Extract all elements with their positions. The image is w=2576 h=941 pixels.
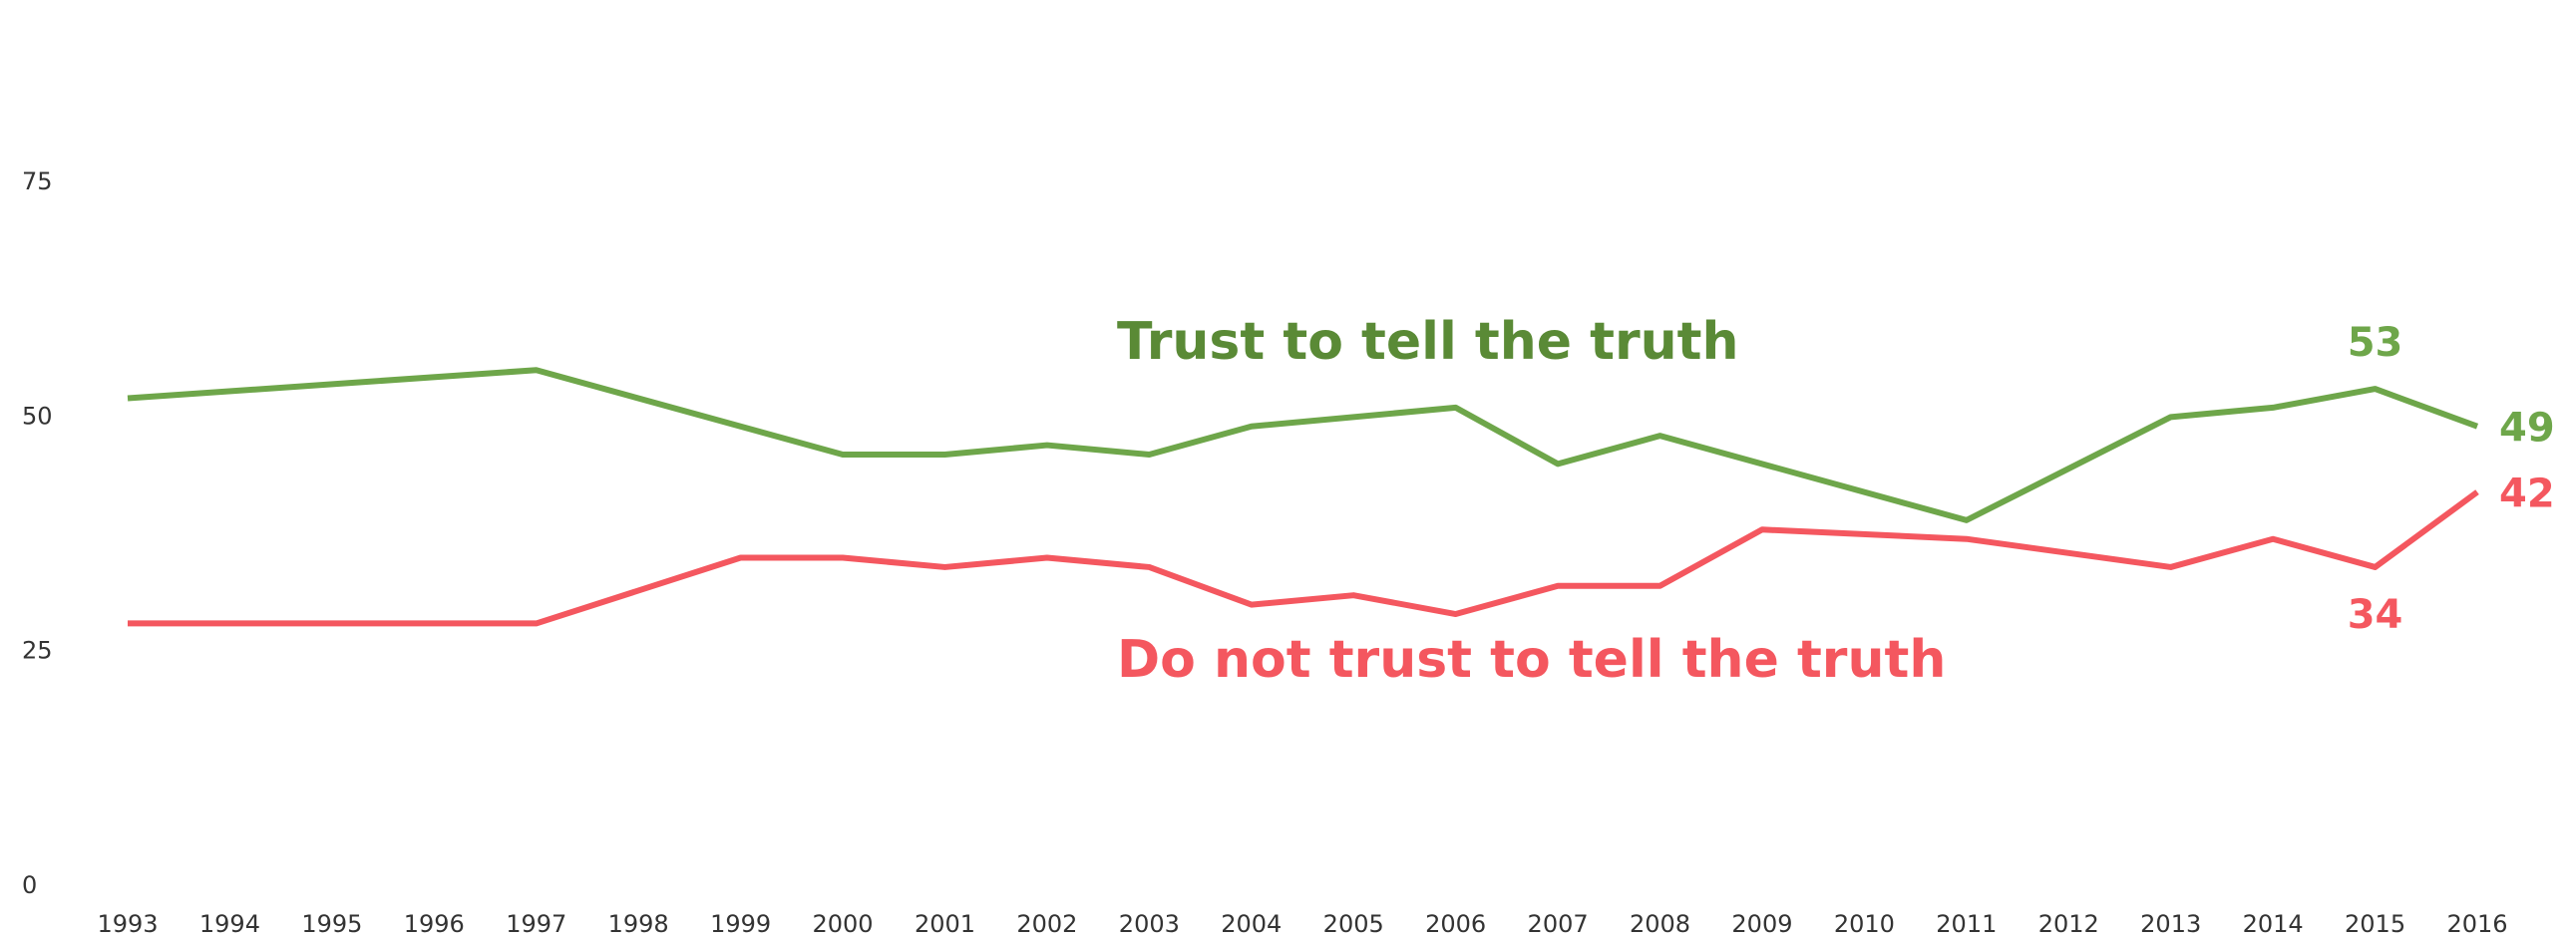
x-tick-label: 1995: [301, 910, 362, 938]
line: [127, 367, 2479, 523]
x-tick-label: 2004: [1221, 910, 1282, 938]
line: [128, 489, 2479, 627]
x-tick-label: 2005: [1323, 910, 1384, 938]
x-tick-label: 2013: [2140, 910, 2201, 938]
x-tick-label: 1994: [199, 910, 260, 938]
x-tick-label: 1996: [404, 910, 465, 938]
x-tick-label: 2006: [1425, 910, 1486, 938]
x-tick-label: 2003: [1119, 910, 1180, 938]
x-tick-label: 2000: [813, 910, 874, 938]
data-label: 53: [2348, 320, 2403, 366]
data-label: 34: [2348, 592, 2403, 638]
data-label: 49: [2499, 406, 2555, 452]
series-annotation: Do not trust to tell the truth: [1117, 630, 1946, 690]
x-tick-label: 1997: [506, 910, 566, 938]
y-tick-label: 0: [22, 871, 37, 899]
y-tick-label: 50: [22, 402, 53, 430]
y-tick-label: 75: [22, 167, 53, 195]
y-tick-label: 25: [22, 637, 53, 665]
x-tick-label: 1993: [97, 910, 158, 938]
x-tick-label: 2010: [1834, 910, 1895, 938]
x-tick-label: 2009: [1731, 910, 1792, 938]
x-tick-label: 1999: [710, 910, 771, 938]
series-annotation: Trust to tell the truth: [1117, 312, 1739, 372]
x-tick-label: 2008: [1630, 910, 1690, 938]
x-tick-label: 2001: [915, 910, 975, 938]
x-tick-label: 2014: [2243, 910, 2304, 938]
x-tick-label: 2012: [2038, 910, 2099, 938]
x-tick-label: 2016: [2446, 910, 2507, 938]
x-tick-label: 2007: [1528, 910, 1589, 938]
x-tick-label: 2011: [1936, 910, 1997, 938]
x-tick-label: 2015: [2345, 910, 2405, 938]
x-tick-label: 2002: [1016, 910, 1077, 938]
x-tick-label: 1998: [608, 910, 669, 938]
data-label: 42: [2499, 471, 2555, 517]
